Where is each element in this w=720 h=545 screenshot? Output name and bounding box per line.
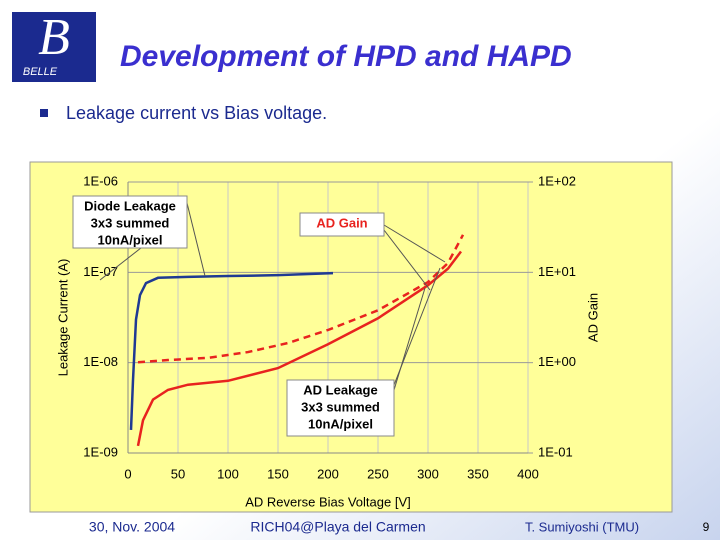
series-line <box>129 271 334 430</box>
x-tick-label: 100 <box>217 466 239 481</box>
annotation-arrow <box>383 224 446 263</box>
y-tick-label: 1E-06 <box>83 173 118 188</box>
annotation-arrow <box>393 287 426 391</box>
annotation-arrow <box>186 202 206 277</box>
footer-author: T. Sumiyoshi (TMU) <box>525 519 639 534</box>
x-axis-label: AD Reverse Bias Voltage [V] <box>245 494 410 509</box>
logo-text: BELLE <box>23 66 58 78</box>
y2-tick-label: 1E+02 <box>538 173 576 188</box>
annotation-arrow <box>383 229 431 291</box>
slide-title: Development of HPD and HAPD <box>120 40 572 73</box>
x-tick-label: 200 <box>317 466 339 481</box>
annotation-text: 10nA/pixel <box>97 232 162 247</box>
annotation-text: AD Leakage <box>303 382 377 397</box>
x-tick-label: 400 <box>517 466 539 481</box>
y-tick-label: 1E-07 <box>83 264 118 279</box>
x-tick-label: 0 <box>124 466 131 481</box>
y2-tick-label: 1E+01 <box>538 264 576 279</box>
annotation-text: 10nA/pixel <box>308 416 373 431</box>
annotation-text: AD Gain <box>316 215 367 230</box>
x-tick-label: 350 <box>467 466 489 481</box>
footer-venue: RICH04@Playa del Carmen <box>250 519 425 535</box>
page-number: 9 <box>703 520 710 534</box>
y-tick-label: 1E-08 <box>83 354 118 369</box>
chart: 0 50 100 150 200 250 300 350 400 1E-09 1E-08 1E-07 1… <box>55 173 600 509</box>
bullet-marker <box>40 109 48 117</box>
y-tick-label: 1E-09 <box>83 444 118 459</box>
x-tick-label: 150 <box>267 466 289 481</box>
annotation-text: Diode Leakage <box>84 198 176 213</box>
y-axis-label: Leakage Current (A) <box>55 259 70 377</box>
footer-date: 30, Nov. 2004 <box>89 519 175 535</box>
x-tick-label: 300 <box>417 466 439 481</box>
annotation-text: 3x3 summed <box>91 215 170 230</box>
annotation-box <box>72 195 188 249</box>
series-line <box>136 250 462 447</box>
annotation-text: 3x3 summed <box>301 399 380 414</box>
bullet-text: Leakage current vs Bias voltage. <box>66 103 327 123</box>
y2-tick-label: 1E-01 <box>538 444 573 459</box>
annotation-box <box>299 212 385 237</box>
annotation-box <box>286 379 395 437</box>
y2-tick-label: 1E+00 <box>538 354 576 369</box>
y2-axis-label: AD Gain <box>585 293 600 342</box>
logo-box <box>12 12 96 82</box>
x-tick-label: 250 <box>367 466 389 481</box>
x-tick-label: 50 <box>171 466 185 481</box>
logo-letter: B <box>38 9 70 66</box>
